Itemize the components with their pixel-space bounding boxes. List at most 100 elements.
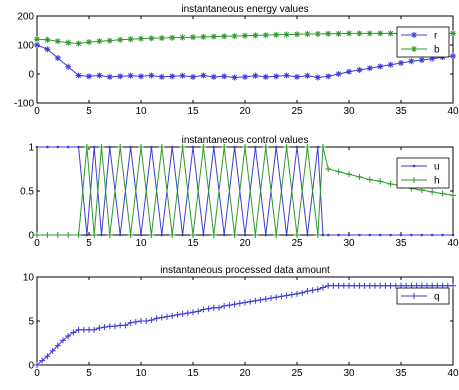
data-point-q xyxy=(101,324,108,331)
data-point-q xyxy=(392,282,399,289)
data-point-r xyxy=(127,72,134,79)
y-tick-label: 0.5 xyxy=(20,187,34,198)
data-point-q xyxy=(330,282,337,289)
x-tick-label: 30 xyxy=(343,238,355,249)
data-point-q xyxy=(122,322,129,329)
data-point-b xyxy=(346,30,352,37)
data-point-b xyxy=(106,37,113,44)
data-point-b xyxy=(96,38,103,45)
data-point-h xyxy=(242,144,248,150)
data-point-r xyxy=(190,73,196,80)
data-point-h xyxy=(273,232,280,238)
data-point-q xyxy=(117,322,124,329)
x-tick-label: 15 xyxy=(187,238,199,249)
data-point-b xyxy=(44,36,51,43)
y-tick-label: 10 xyxy=(23,273,35,284)
data-point-r xyxy=(75,72,82,79)
data-point-q xyxy=(174,311,181,318)
x-tick-label: 15 xyxy=(187,106,199,117)
data-point-u xyxy=(35,145,39,149)
data-point-b xyxy=(138,35,144,42)
data-point-q xyxy=(366,282,373,289)
data-point-b xyxy=(158,35,165,42)
data-point-u xyxy=(118,233,122,237)
data-point-h xyxy=(158,144,165,150)
data-point-b xyxy=(252,32,259,39)
x-tick-label: 35 xyxy=(395,368,407,379)
data-point-q xyxy=(294,290,300,297)
data-point-b xyxy=(304,30,311,37)
data-point-u xyxy=(378,233,382,237)
subplot-3: instantaneous processed data amount 0 5 10 1… xyxy=(23,265,459,379)
data-point-q xyxy=(236,300,243,307)
data-point-h xyxy=(294,232,300,238)
data-point-q xyxy=(39,357,46,364)
data-point-q xyxy=(262,296,269,302)
data-point-u xyxy=(264,233,268,237)
data-point-r xyxy=(346,68,352,75)
legend-label-r: r xyxy=(434,31,438,42)
data-point-q xyxy=(335,282,342,289)
data-point-u xyxy=(129,145,132,149)
data-point-u xyxy=(100,233,103,237)
x-tick-label: 25 xyxy=(291,368,303,379)
data-point-b xyxy=(127,36,134,43)
data-point-q xyxy=(304,288,311,295)
data-point-b xyxy=(190,34,196,41)
data-point-b xyxy=(366,30,373,37)
data-point-q xyxy=(106,323,113,330)
x-tick-label: 5 xyxy=(86,238,92,249)
data-point-r xyxy=(86,73,92,80)
data-point-h xyxy=(200,144,207,150)
y-tick-label: 5 xyxy=(28,317,34,328)
data-point-q xyxy=(309,287,316,294)
data-point-r xyxy=(314,74,321,81)
data-point-q xyxy=(340,282,347,289)
data-point-q xyxy=(231,301,238,308)
data-point-u xyxy=(243,233,247,237)
data-point-r xyxy=(158,73,165,80)
series-b xyxy=(34,30,456,47)
data-point-h xyxy=(356,173,363,180)
y-tick-label: -100 xyxy=(14,99,34,110)
data-point-h xyxy=(127,232,134,238)
data-point-h xyxy=(169,232,176,238)
legend-3: q xyxy=(396,287,450,305)
data-point-q xyxy=(372,282,378,289)
data-point-h xyxy=(439,190,446,197)
data-point-q xyxy=(252,297,259,304)
series-r xyxy=(34,42,456,81)
x-tick-label: 0 xyxy=(34,106,40,117)
data-point-h xyxy=(98,144,105,150)
series-u xyxy=(35,145,455,237)
data-point-q xyxy=(226,302,233,309)
data-point-u xyxy=(46,145,49,149)
data-point-h xyxy=(34,232,40,238)
data-point-b xyxy=(273,31,280,38)
data-point-b xyxy=(75,40,82,47)
data-point-r xyxy=(231,74,238,81)
x-tick-label: 35 xyxy=(395,106,407,117)
data-point-r xyxy=(408,58,415,65)
data-point-u xyxy=(77,145,80,149)
data-point-q xyxy=(257,296,264,303)
data-point-h xyxy=(314,232,321,238)
plot-area-3 xyxy=(36,276,454,366)
legend-marker-b xyxy=(411,46,417,52)
data-point-q xyxy=(356,282,363,289)
data-point-h xyxy=(283,144,290,150)
x-tick-label: 40 xyxy=(447,106,459,117)
data-point-u xyxy=(202,233,205,237)
data-point-q xyxy=(184,310,191,317)
data-point-q xyxy=(132,318,139,325)
data-point-u xyxy=(191,145,195,149)
data-point-u xyxy=(150,145,153,149)
data-point-q xyxy=(60,337,66,344)
data-point-h xyxy=(190,232,196,238)
data-point-r xyxy=(65,63,72,70)
data-point-r xyxy=(387,61,394,68)
data-point-r xyxy=(117,73,124,80)
data-point-r xyxy=(366,65,373,72)
data-point-q xyxy=(221,303,228,310)
